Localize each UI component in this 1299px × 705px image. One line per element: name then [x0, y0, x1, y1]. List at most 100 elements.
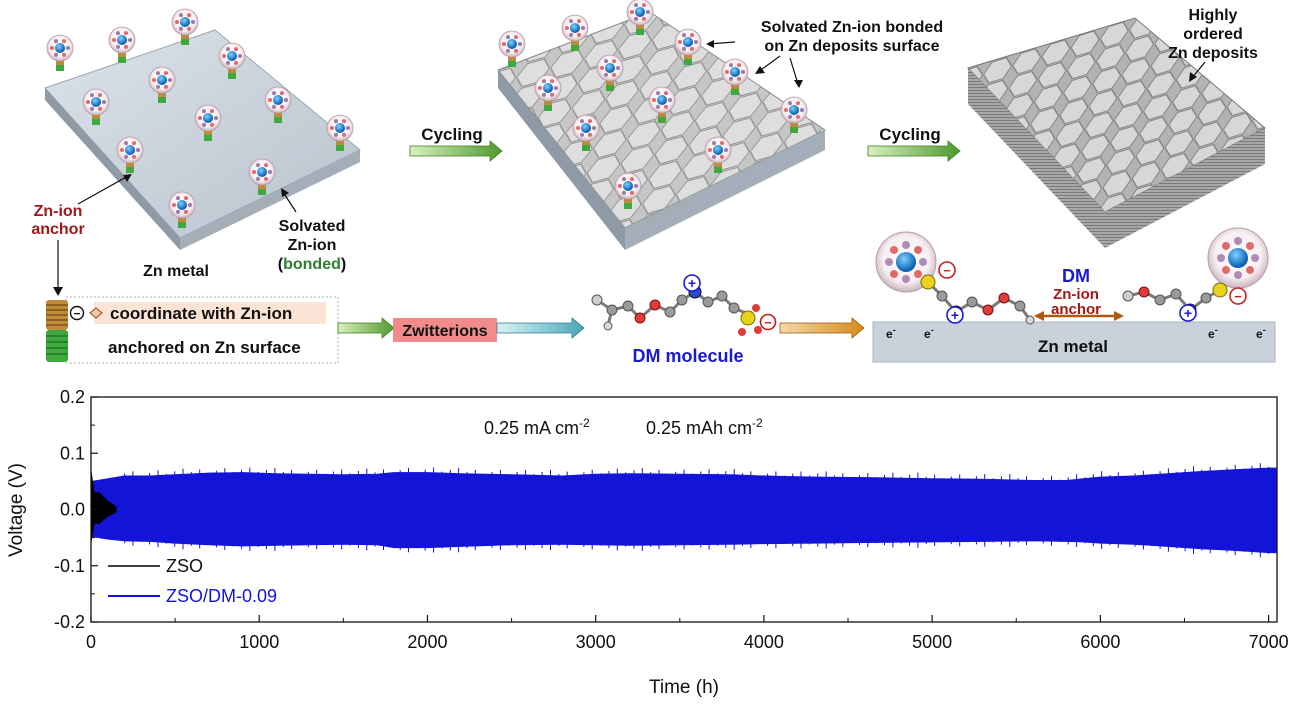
x-tick-label: 3000	[576, 632, 616, 652]
solvated-line1: Solvated	[279, 218, 346, 235]
arrowhead-icon	[1034, 311, 1044, 321]
cycling-label-2: Cycling	[879, 125, 940, 144]
plus-charge-symbol: +	[688, 275, 696, 291]
anchor-pointer	[77, 175, 129, 205]
minus-charge-symbol: −	[73, 307, 80, 321]
panel-zn-metal	[44, 29, 361, 250]
coil-icon	[46, 300, 68, 362]
zn-plate-top	[44, 29, 361, 239]
minus-charge-symbol: −	[943, 263, 951, 278]
cycling-arrow-2: Cycling	[867, 125, 961, 162]
zn-plate-side-left	[45, 88, 180, 250]
x-tick-label: 7000	[1249, 632, 1289, 652]
x-tick-label: 4000	[744, 632, 784, 652]
solvated-zn-ion-icon	[721, 58, 749, 95]
panel-ordered	[967, 17, 1266, 248]
minus-charge-icon	[1229, 287, 1247, 305]
chart-legend: ZSO ZSO/DM-0.09	[108, 556, 277, 606]
arrow-to-zn-surface	[779, 317, 865, 339]
solvated-bonded-line: (bonded)	[278, 256, 346, 273]
solvated-zn-ion-icon	[704, 136, 732, 173]
annotation-current: 0.25 mA cm-2	[484, 416, 590, 438]
annotation-bonded-line1: Solvated Zn-ion bonded	[761, 19, 943, 36]
electron-label: e-	[1208, 325, 1218, 341]
panel-1-labels: Zn-ion anchor Zn metal Solvated Zn-ion (…	[31, 174, 346, 296]
solvated-zn-ion-icon	[108, 26, 136, 63]
arrowhead-icon	[1189, 72, 1197, 82]
anchor-legend-highlight	[94, 302, 326, 324]
solvated-zn-ion-icon	[116, 136, 144, 173]
chart-series-layer	[91, 463, 1277, 558]
solvated-paren-close: )	[341, 256, 346, 273]
solvated-paren-open: (	[278, 256, 284, 273]
annotation-ordered-line1: Highly	[1189, 7, 1238, 24]
annotation-bonded-line2: on Zn deposits surface	[764, 38, 939, 55]
anchor-legend: − coordinate with Zn-ion anchored on Zn …	[46, 296, 339, 364]
zwitterions-label: Zwitterions	[402, 323, 487, 340]
electron-label: e-	[886, 325, 896, 341]
deposit-plate-side-right	[625, 130, 825, 250]
anchor-legend-line2: anchored on Zn surface	[108, 338, 301, 357]
plus-charge-symbol: +	[1184, 305, 1192, 321]
dm-anchor-line2: anchor	[1051, 301, 1101, 318]
y-tick-label: -0.2	[54, 612, 85, 632]
x-axis-label: Time (h)	[649, 677, 719, 698]
solvated-zn-ion-icon	[614, 172, 642, 209]
y-tick-label: 0.0	[60, 500, 85, 520]
annotation-ordered-line3: Zn deposits	[1168, 45, 1258, 62]
solvated-zn-ion-icon	[82, 88, 110, 125]
deposit-plate-side-left	[498, 70, 625, 250]
voltage-chart: 0 1000 2000 3000 4000 5000 6000 7000 -0.2 -0.1 0.0…	[6, 387, 1289, 698]
plus-charge-symbol: +	[951, 307, 959, 323]
y-tick-label: 0.2	[60, 387, 85, 407]
annotation-capacity: 0.25 mAh cm-2	[646, 416, 763, 438]
solvated-zn-ion-icon	[596, 54, 624, 91]
zn-metal-bar	[872, 321, 1276, 363]
zn-metal-label: Zn metal	[143, 263, 209, 280]
solvated-zn-ion-icon	[626, 0, 654, 35]
annotation-bonded-pointer-3	[789, 57, 799, 85]
arrowhead-icon	[794, 80, 803, 88]
dm-on-zn-surface: Zn metal e- e- e- e- − +	[872, 261, 1276, 363]
legend-label-zso: ZSO	[166, 556, 203, 576]
solvated-zn-ion-icon	[248, 158, 276, 195]
annotation-bonded: Solvated Zn-ion bonded on Zn deposits su…	[706, 19, 943, 88]
solvated-zn-ion-icon	[674, 28, 702, 65]
solvated-zn-ion-icon	[171, 8, 199, 45]
arrowhead-icon	[53, 287, 63, 296]
solvated-pointer	[282, 191, 297, 213]
solvated-zn-ion-icon	[561, 14, 589, 51]
electron-label: e-	[924, 325, 934, 341]
arrow-to-dm-molecule	[496, 317, 585, 339]
solvated-zn-ion-icon	[572, 114, 600, 151]
arrowhead-icon	[281, 188, 289, 197]
minus-charge-symbol: −	[1234, 289, 1242, 304]
cycling-arrow-1-shape	[409, 140, 503, 162]
solvated-zn-ion-icon	[148, 66, 176, 103]
zn-plate-side-right	[180, 150, 360, 250]
chart-ticks-layer: 0 1000 2000 3000 4000 5000 6000 7000 -0.2 -0.1 0.0…	[54, 387, 1289, 652]
arrowhead-icon	[1114, 311, 1124, 321]
ordered-side-left	[968, 68, 1105, 248]
solvated-ions-layer	[46, 0, 1269, 293]
solvated-zn-ion-icon	[194, 104, 222, 141]
y-tick-label: 0.1	[60, 443, 85, 463]
annotation-ordered: Highly ordered Zn deposits	[1168, 7, 1258, 82]
cycling-arrow-2-shape	[867, 140, 961, 162]
x-tick-label: 0	[86, 632, 96, 652]
minus-charge-symbol: −	[764, 315, 772, 330]
solvated-bonded-word: bonded	[283, 256, 341, 273]
arrow-to-zwitterions	[337, 317, 395, 339]
dm-label: DM	[1062, 266, 1090, 286]
solvated-zn-ion-icon	[780, 96, 808, 133]
coordinate-arrow-icon	[89, 307, 103, 319]
minus-charge-icon	[759, 313, 777, 331]
solvated-line2: Zn-ion	[288, 237, 337, 254]
solvated-zn-ion-icon	[218, 42, 246, 79]
solvated-zn-ion-icon	[1207, 227, 1269, 289]
legend-label-zso-dm: ZSO/DM-0.09	[166, 586, 277, 606]
plus-charge-icon	[683, 274, 701, 292]
dm-molecule: + − DM molecule	[591, 274, 777, 366]
plus-charge-icon	[946, 306, 964, 324]
